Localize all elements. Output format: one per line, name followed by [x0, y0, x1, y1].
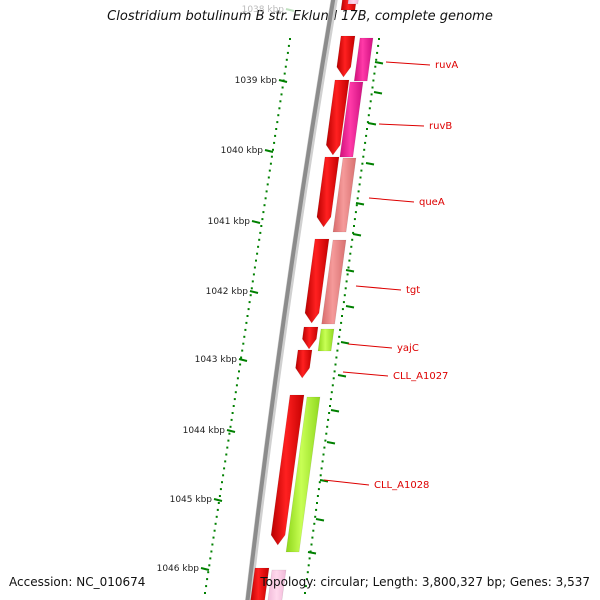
outer-track-tick [355, 202, 365, 206]
feature-label[interactable]: tgt [406, 285, 420, 296]
scale-tick-label: 1038 kbp [242, 5, 285, 15]
feature-label[interactable]: ruvA [435, 60, 458, 71]
cds-arrow[interactable] [316, 156, 340, 228]
feature-leader-line [385, 61, 431, 66]
outer-track-tick [326, 441, 336, 445]
scale-tick-label: 1039 kbp [235, 76, 278, 86]
outer-track-tick [352, 233, 362, 237]
feature-leader-line [378, 123, 425, 127]
scale-dot-track [204, 38, 291, 594]
scale-tick-label: 1044 kbp [183, 426, 226, 436]
outer-track-tick [319, 479, 329, 483]
scale-tick-label: 1045 kbp [170, 495, 213, 505]
scale-tick-mark [200, 567, 210, 571]
cds-arrow[interactable] [302, 326, 319, 350]
scale-tick-label: 1046 kbp [157, 564, 200, 574]
cds-arrow[interactable] [336, 35, 356, 78]
gene-block-CLL_A1028[interactable] [285, 396, 321, 553]
outer-track-tick [345, 269, 355, 273]
scale-tick-label: 1043 kbp [195, 355, 238, 365]
feature-leader-line [323, 479, 370, 486]
gene-block-queA[interactable] [332, 157, 357, 233]
gene-block-partial[interactable] [267, 569, 287, 600]
outer-dot-track [304, 38, 380, 594]
feature-label[interactable]: yajC [397, 343, 419, 354]
cds-arrow[interactable] [270, 394, 305, 546]
gene-block-yajC[interactable] [317, 328, 335, 352]
map-title: Clostridium botulinum B str. Eklund 17B,… [107, 9, 493, 24]
scale-tick-mark [285, 8, 295, 12]
accession-label: Accession: NC_010674 [9, 575, 146, 589]
gene-block-ruvB[interactable] [339, 81, 364, 158]
feature-label[interactable]: queA [419, 197, 445, 208]
scale-tick-mark [226, 429, 236, 433]
scale-tick-mark [278, 79, 288, 83]
outer-track-tick [374, 61, 384, 65]
outer-track-tick [307, 551, 317, 555]
outer-track-tick [365, 162, 375, 166]
outer-track-tick [367, 122, 377, 126]
feature-label[interactable]: CLL_A1028 [374, 480, 429, 491]
feature-leader-line [368, 197, 415, 203]
feature-label[interactable]: ruvB [429, 121, 452, 132]
backbone-line [245, 0, 336, 600]
outer-track-tick [315, 518, 325, 522]
outer-track-tick [345, 305, 355, 309]
topology-label: Topology: circular; Length: 3,800,327 bp… [260, 575, 590, 589]
scale-tick-mark [249, 290, 259, 294]
feature-leader-line [355, 285, 402, 291]
scale-tick-mark [213, 498, 223, 502]
feature-leader-line [347, 343, 393, 349]
gene-block-ruvA[interactable] [353, 37, 374, 82]
outer-track-tick [330, 409, 340, 413]
scale-tick-label: 1042 kbp [206, 287, 249, 297]
feature-leader-line [342, 371, 389, 377]
scale-tick-mark [251, 220, 261, 224]
scale-tick-label: 1041 kbp [208, 217, 251, 227]
outer-track-tick [340, 341, 350, 345]
feature-label[interactable]: CLL_A1027 [393, 371, 448, 382]
cds-arrow[interactable] [295, 349, 313, 379]
outer-track-tick [337, 374, 347, 378]
cds-arrow[interactable] [325, 79, 350, 156]
outer-track-tick [373, 91, 383, 95]
scale-tick-mark [264, 149, 274, 153]
gene-block-tgt[interactable] [321, 239, 347, 325]
gene-block-partial[interactable] [347, 0, 359, 5]
scale-tick-label: 1040 kbp [221, 146, 264, 156]
scale-tick-mark [238, 358, 248, 362]
cds-arrow[interactable] [304, 238, 330, 324]
cds-arrow[interactable] [250, 567, 270, 600]
